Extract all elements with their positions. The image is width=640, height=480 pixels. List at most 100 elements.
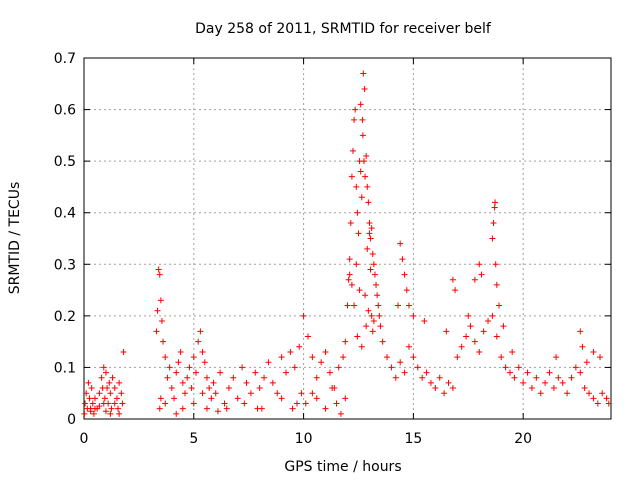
data-point <box>374 292 381 299</box>
data-point <box>81 410 88 417</box>
data-point <box>156 271 163 278</box>
data-point <box>221 400 228 407</box>
data-point <box>358 194 365 201</box>
data-point <box>160 338 167 345</box>
x-tick-label: 15 <box>404 431 422 447</box>
data-point <box>230 374 237 381</box>
data-point <box>157 395 164 402</box>
data-point <box>405 343 412 350</box>
data-point <box>344 302 351 309</box>
data-point <box>357 168 364 175</box>
data-point <box>388 364 395 371</box>
data-point <box>577 328 584 335</box>
data-point <box>91 405 98 412</box>
data-point <box>458 343 465 350</box>
data-point <box>392 374 399 381</box>
data-point <box>471 338 478 345</box>
data-point <box>465 312 472 319</box>
data-point <box>410 354 417 361</box>
data-point <box>106 379 113 386</box>
data-point <box>333 400 340 407</box>
data-point <box>243 379 250 386</box>
data-point <box>83 390 90 397</box>
axis-tick-labels: 0 5 10 15 20 0 0.1 0.2 0.3 0.4 0.5 0.6 0.7 <box>54 51 532 447</box>
axis-ticks <box>83 57 611 420</box>
data-point <box>223 405 230 412</box>
data-point <box>96 403 103 410</box>
data-point <box>298 390 305 397</box>
data-point <box>364 245 371 252</box>
data-point <box>427 379 434 386</box>
data-point <box>158 318 165 325</box>
data-point <box>195 338 202 345</box>
data-point <box>489 312 496 319</box>
data-point <box>491 204 498 211</box>
data-point <box>401 369 408 376</box>
data-point <box>329 385 336 392</box>
data-point <box>88 385 95 392</box>
data-point <box>368 312 375 319</box>
data-point <box>500 323 507 330</box>
data-point <box>397 359 404 366</box>
data-point <box>410 312 417 319</box>
data-point <box>313 374 320 381</box>
data-point <box>190 354 197 361</box>
data-point <box>154 307 161 314</box>
data-point <box>111 400 118 407</box>
data-point <box>550 385 557 392</box>
data-point <box>467 323 474 330</box>
data-point <box>414 364 421 371</box>
data-point <box>401 271 408 278</box>
data-point <box>166 364 173 371</box>
data-point <box>153 328 160 335</box>
data-point <box>371 271 378 278</box>
y-tick-label: 0.1 <box>54 360 76 376</box>
data-point <box>365 199 372 206</box>
data-point <box>252 369 259 376</box>
data-point <box>309 390 316 397</box>
data-point <box>377 323 384 330</box>
data-point <box>113 395 120 402</box>
y-tick-label: 0 <box>67 412 76 428</box>
data-point <box>515 364 522 371</box>
data-point <box>119 400 126 407</box>
y-tick-label: 0.2 <box>54 309 76 325</box>
data-point <box>107 410 114 417</box>
data-point <box>98 374 105 381</box>
data-point <box>302 400 309 407</box>
data-point <box>210 379 217 386</box>
data-point <box>335 364 342 371</box>
data-point <box>443 328 450 335</box>
data-point <box>171 395 178 402</box>
data-point <box>254 405 261 412</box>
data-point <box>353 183 360 190</box>
data-point <box>188 385 195 392</box>
data-point <box>478 271 485 278</box>
data-point <box>177 348 184 355</box>
data-point <box>346 256 353 263</box>
data-point <box>528 385 535 392</box>
data-point <box>349 147 356 154</box>
data-point <box>361 85 368 92</box>
x-tick-label: 20 <box>514 431 532 447</box>
data-point <box>342 338 349 345</box>
data-point <box>340 354 347 361</box>
data-point <box>173 410 180 417</box>
data-point <box>108 405 115 412</box>
data-point <box>309 354 316 361</box>
data-point <box>155 266 162 273</box>
data-point <box>107 390 114 397</box>
data-point <box>326 369 333 376</box>
data-point <box>452 287 459 294</box>
data-point <box>511 374 518 381</box>
data-point <box>348 281 355 288</box>
data-point <box>405 302 412 309</box>
data-point <box>590 395 597 402</box>
data-point <box>436 374 443 381</box>
data-point <box>419 374 426 381</box>
data-point <box>300 312 307 319</box>
data-point <box>206 385 213 392</box>
data-point <box>359 116 366 123</box>
data-point <box>553 354 560 361</box>
